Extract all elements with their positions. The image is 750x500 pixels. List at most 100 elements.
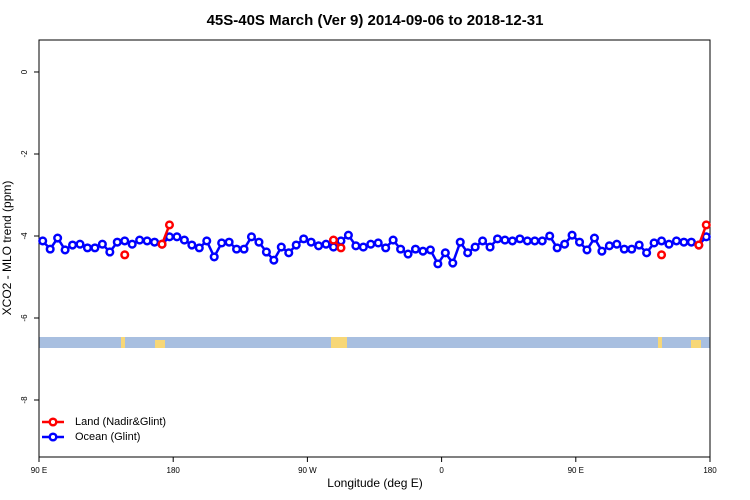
point [552, 243, 562, 253]
point [656, 250, 667, 260]
point [217, 238, 227, 248]
point [276, 242, 286, 252]
point [418, 246, 428, 256]
land-strip [121, 337, 125, 348]
plot-frame [38, 39, 711, 458]
point [492, 234, 503, 244]
y-tick-label: -6 [20, 314, 29, 322]
point [433, 259, 443, 269]
point [127, 239, 137, 249]
x-tick-label: 180 [167, 466, 181, 475]
point [306, 237, 316, 247]
point [545, 231, 555, 241]
point [425, 245, 435, 255]
point [254, 237, 264, 247]
point [381, 243, 391, 253]
point [396, 244, 406, 254]
point [634, 240, 644, 250]
y-tick-label: -2 [20, 150, 29, 158]
point [642, 248, 652, 258]
point [157, 239, 167, 249]
point [82, 243, 93, 253]
point [522, 236, 532, 246]
y-tick-label: -8 [20, 396, 29, 404]
point [38, 236, 48, 246]
legend-marker [48, 417, 58, 427]
point [574, 237, 585, 247]
point [321, 239, 331, 249]
point [485, 242, 495, 252]
point [164, 220, 175, 230]
surface-strip [39, 337, 710, 348]
point [299, 234, 309, 244]
point [194, 243, 204, 253]
point [664, 239, 674, 249]
point [619, 244, 629, 254]
legend-label: Ocean (Glint) [75, 431, 140, 443]
ocean-strip [39, 337, 710, 348]
point [45, 244, 55, 254]
point [351, 241, 361, 251]
point [649, 238, 659, 248]
point [328, 242, 339, 252]
point [75, 239, 85, 249]
point [463, 248, 473, 258]
point [560, 239, 570, 249]
point [686, 237, 696, 247]
point [336, 243, 346, 253]
point [314, 241, 324, 251]
y-tick-label: 0 [20, 69, 29, 74]
point [224, 237, 234, 247]
x-tick-label: 0 [439, 466, 444, 475]
point [328, 235, 339, 245]
x-tick-label: 90 W [298, 466, 317, 475]
point [589, 233, 599, 243]
point [470, 242, 480, 252]
point [239, 244, 249, 254]
point [671, 236, 682, 246]
point [567, 230, 577, 240]
point [358, 242, 368, 252]
point [530, 236, 540, 246]
point [179, 235, 189, 245]
point [500, 235, 510, 245]
point [537, 236, 547, 246]
point [388, 235, 398, 245]
legend-marker [48, 432, 58, 442]
point [172, 232, 182, 242]
y-axis-label: XCO2 - MLO trend (ppm) [0, 181, 14, 316]
land-strip [155, 340, 165, 348]
point [120, 250, 130, 260]
point [120, 236, 130, 246]
point [440, 248, 450, 258]
point [105, 247, 115, 257]
point [694, 240, 704, 250]
point [478, 236, 488, 246]
y-tick-label: -4 [20, 232, 29, 240]
chart-title: 45S-40S March (Ver 9) 2014-09-06 to 2018… [207, 12, 544, 29]
point [112, 237, 122, 247]
point [701, 220, 711, 230]
point [627, 244, 637, 254]
point [366, 239, 376, 249]
point [284, 248, 294, 258]
point [612, 239, 622, 249]
point [202, 236, 212, 246]
x-tick-label: 180 [703, 466, 717, 475]
point [53, 233, 63, 243]
point [90, 243, 100, 253]
land-strip [691, 340, 701, 348]
point [448, 258, 458, 268]
point [455, 237, 465, 247]
point [656, 236, 667, 246]
point [679, 237, 689, 247]
legend-label: Land (Nadir&Glint) [75, 416, 166, 428]
point [343, 230, 353, 240]
point [150, 237, 160, 247]
point [135, 235, 145, 245]
x-tick-label: 90 E [568, 466, 584, 475]
point [209, 252, 219, 262]
point [97, 239, 107, 249]
point [291, 240, 301, 250]
